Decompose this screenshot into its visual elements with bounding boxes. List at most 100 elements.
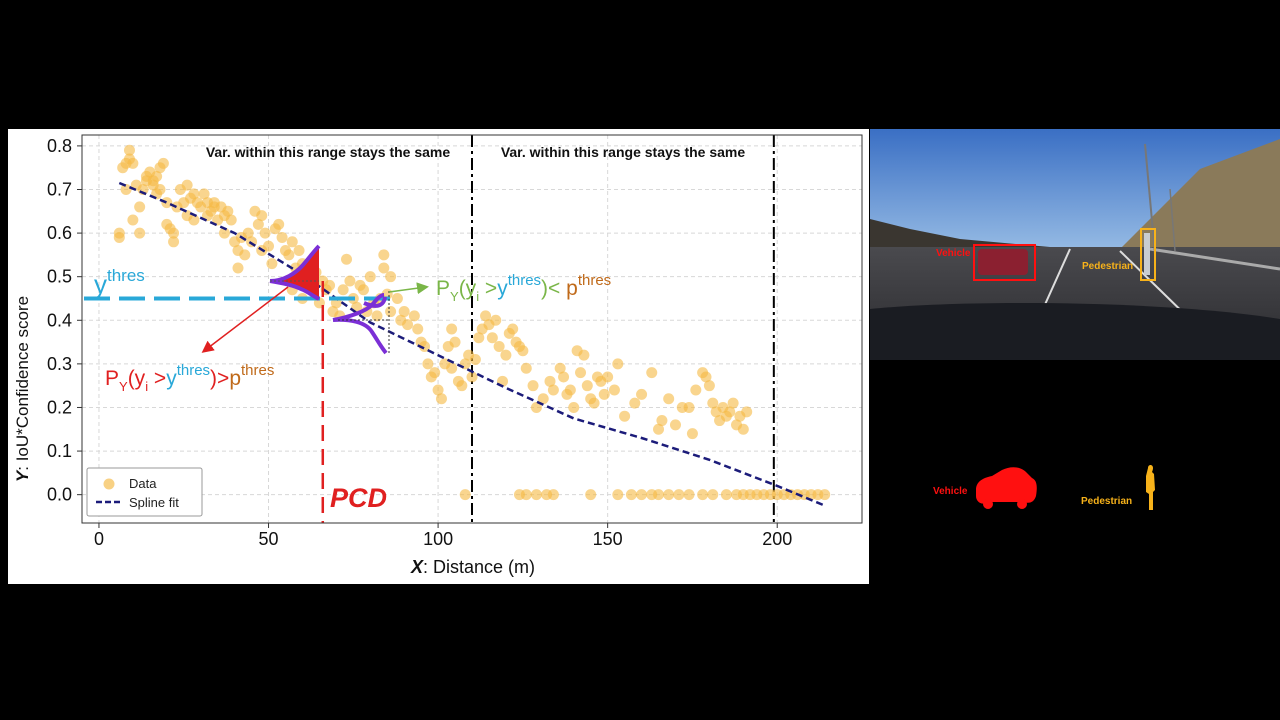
- purple-curve-upper: [269, 244, 321, 283]
- data-point: [188, 188, 200, 200]
- data-point: [293, 245, 305, 257]
- data-point: [232, 262, 244, 274]
- data-point: [134, 201, 146, 213]
- spline-line: [118, 181, 826, 507]
- range-note-1: Var. within this range stays the same: [206, 144, 451, 160]
- data-point: [819, 489, 831, 501]
- data-point: [378, 262, 390, 274]
- data-point: [608, 384, 620, 396]
- data-points: [113, 144, 831, 501]
- data-point: [127, 214, 139, 226]
- vehicle-shape: [978, 249, 1028, 275]
- mask-panel: Vehicle Pedestrian: [870, 430, 1280, 530]
- data-point: [168, 227, 180, 239]
- data-point: [151, 170, 163, 182]
- y-tick-label: 0.4: [47, 310, 72, 330]
- data-point: [683, 489, 695, 501]
- data-point: [469, 354, 481, 366]
- data-point: [385, 271, 397, 283]
- data-point: [612, 489, 624, 501]
- vehicle-mask-wheel: [983, 499, 993, 509]
- vehicle-mask-wheel: [1017, 499, 1027, 509]
- data-point: [564, 384, 576, 396]
- data-point: [419, 340, 431, 352]
- data-point: [585, 489, 597, 501]
- x-tick-label: 50: [259, 529, 279, 549]
- data-point: [619, 410, 631, 422]
- data-point: [266, 258, 278, 270]
- data-point: [527, 380, 539, 392]
- data-point: [324, 279, 336, 291]
- y-tick-label: 0.0: [47, 485, 72, 505]
- data-point: [598, 388, 610, 400]
- data-point: [663, 489, 675, 501]
- photo-pedestrian-label: Pedestrian: [1082, 261, 1134, 272]
- data-point: [188, 214, 200, 226]
- data-point: [273, 218, 285, 230]
- data-point: [612, 358, 624, 370]
- light-pole: [1169, 188, 1176, 252]
- data-point: [602, 371, 614, 383]
- red-arrow: [201, 286, 289, 353]
- data-point: [588, 397, 600, 409]
- data-point: [276, 231, 288, 243]
- data-point: [703, 380, 715, 392]
- y-tick-label: 0.6: [47, 223, 72, 243]
- annotations: Var. within this range stays the same Va…: [84, 144, 745, 523]
- segmentation-masks: [976, 465, 1155, 510]
- data-point: [558, 371, 570, 383]
- data-point: [120, 183, 132, 195]
- y-tick-label: 0.1: [47, 441, 72, 461]
- data-point: [636, 388, 648, 400]
- data-point: [446, 323, 458, 335]
- data-point: [154, 183, 166, 195]
- data-point: [653, 489, 665, 501]
- data-point: [707, 397, 719, 409]
- data-point: [422, 358, 434, 370]
- data-point: [547, 384, 559, 396]
- data-point: [568, 401, 580, 413]
- data-point: [123, 144, 135, 156]
- data-point: [157, 157, 169, 169]
- data-point: [629, 397, 641, 409]
- data-point: [259, 227, 271, 239]
- data-point: [581, 380, 593, 392]
- mask-vehicle-label: Vehicle: [933, 486, 968, 497]
- axis-ticks: 0 50 100 150 200 0.0 0.1 0.2 0.3 0.4 0.5 0.6 0.7 0.8: [47, 136, 792, 549]
- data-point: [683, 401, 695, 413]
- range-note-2: Var. within this range stays the same: [501, 144, 746, 160]
- data-point: [218, 227, 230, 239]
- hillside: [1120, 139, 1280, 269]
- data-point: [256, 210, 268, 222]
- data-point: [727, 397, 739, 409]
- pedestrian-mask: [1146, 465, 1155, 510]
- data-point: [181, 179, 193, 191]
- grid: [82, 135, 862, 523]
- vehicle-bbox: [973, 244, 1036, 281]
- y-tick-label: 0.8: [47, 136, 72, 156]
- data-point: [517, 345, 529, 357]
- data-point: [530, 401, 542, 413]
- data-point: [554, 362, 566, 374]
- road-photo: Vehicle Pedestrian: [870, 129, 1280, 360]
- data-point: [686, 428, 698, 440]
- road-scene: [870, 129, 1280, 360]
- data-point: [127, 157, 139, 169]
- guardrail: [1149, 247, 1280, 271]
- data-point: [578, 349, 590, 361]
- data-point: [337, 284, 349, 296]
- data-point: [486, 332, 498, 344]
- data-point: [246, 236, 258, 248]
- light-pole: [1144, 143, 1156, 255]
- data-point: [663, 393, 675, 405]
- legend-box: [86, 467, 203, 517]
- data-point: [402, 319, 414, 331]
- x-tick-label: 200: [762, 529, 792, 549]
- x-tick-label: 100: [423, 529, 453, 549]
- data-point: [690, 384, 702, 396]
- y-axis-label: Y: IoU*Confidence score: [13, 296, 32, 482]
- data-point: [242, 227, 254, 239]
- scatter-chart: 0 50 100 150 200 0.0 0.1 0.2 0.3 0.4 0.5 0.6 0.7 0.8: [13, 134, 863, 577]
- data-point: [575, 367, 587, 379]
- data-point: [225, 214, 237, 226]
